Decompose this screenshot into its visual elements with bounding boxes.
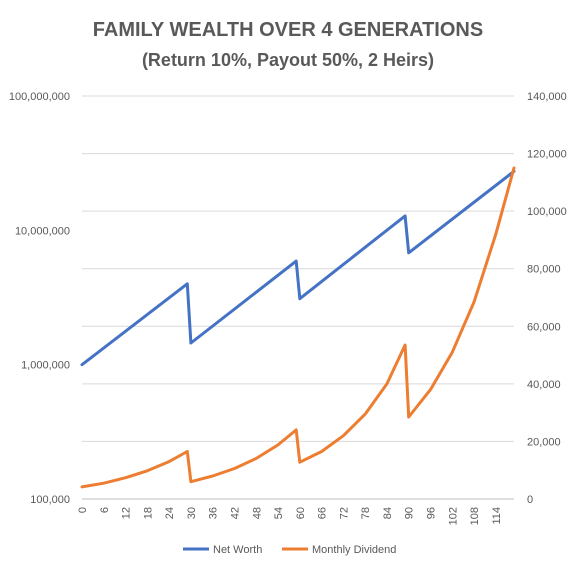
x-tick-label: 66 — [317, 507, 329, 519]
x-tick-label: 60 — [295, 507, 307, 519]
x-tick-label: 18 — [142, 507, 154, 519]
left-axis-ticks: 100,000 1,000,000 10,000,000 100,000,000 — [9, 91, 70, 506]
x-tick-label: 102 — [447, 507, 459, 525]
right-tick-label: 120,000 — [527, 149, 567, 161]
x-tick-label: 12 — [121, 507, 133, 519]
chart-title: FAMILY WEALTH OVER 4 GENERATIONS — [93, 19, 483, 41]
x-tick-label: 42 — [229, 507, 241, 519]
x-tick-label: 30 — [186, 507, 198, 519]
x-tick-label: 114 — [491, 507, 503, 525]
chart-subtitle: (Return 10%, Payout 50%, 2 Heirs) — [142, 50, 434, 70]
left-tick-label: 10,000,000 — [15, 225, 70, 237]
series-layer — [80, 166, 516, 489]
series-line-net-worth — [80, 169, 516, 367]
legend: Net Worth Monthly Dividend — [183, 544, 396, 556]
x-tick-label: 78 — [360, 507, 372, 519]
x-tick-label: 90 — [404, 507, 416, 519]
x-axis-ticks: 0 6 12 18 24 30 36 42 48 54 60 66 72 78 84 90 96 102 108 11… — [77, 507, 503, 525]
series-line-monthly-dividend — [80, 166, 516, 489]
right-tick-label: 40,000 — [527, 379, 561, 391]
x-tick-label: 96 — [426, 507, 438, 519]
legend-monthly-dividend-label: Monthly Dividend — [312, 544, 396, 556]
right-axis-ticks: 0 20,000 40,000 60,000 80,000 100,000 120,000 1… — [527, 91, 567, 506]
right-tick-label: 140,000 — [527, 91, 567, 103]
x-tick-label: 108 — [469, 507, 481, 525]
gridlines — [82, 95, 514, 442]
x-tick-label: 84 — [382, 507, 394, 519]
right-tick-label: 0 — [527, 494, 533, 506]
x-tick-label: 36 — [208, 507, 220, 519]
left-tick-label: 100,000 — [30, 494, 70, 506]
x-tick-label: 48 — [251, 507, 263, 519]
right-tick-label: 80,000 — [527, 264, 561, 276]
left-tick-label: 100,000,000 — [9, 91, 70, 103]
legend-net-worth-label: Net Worth — [213, 544, 262, 556]
x-tick-label: 6 — [99, 507, 111, 513]
x-tick-label: 72 — [338, 507, 350, 519]
x-tick-label: 0 — [77, 507, 89, 513]
right-tick-label: 20,000 — [527, 436, 561, 448]
x-tick-label: 54 — [273, 507, 285, 519]
left-tick-label: 1,000,000 — [21, 360, 70, 372]
right-tick-label: 100,000 — [527, 206, 567, 218]
right-tick-label: 60,000 — [527, 321, 561, 333]
x-tick-label: 24 — [164, 507, 176, 519]
